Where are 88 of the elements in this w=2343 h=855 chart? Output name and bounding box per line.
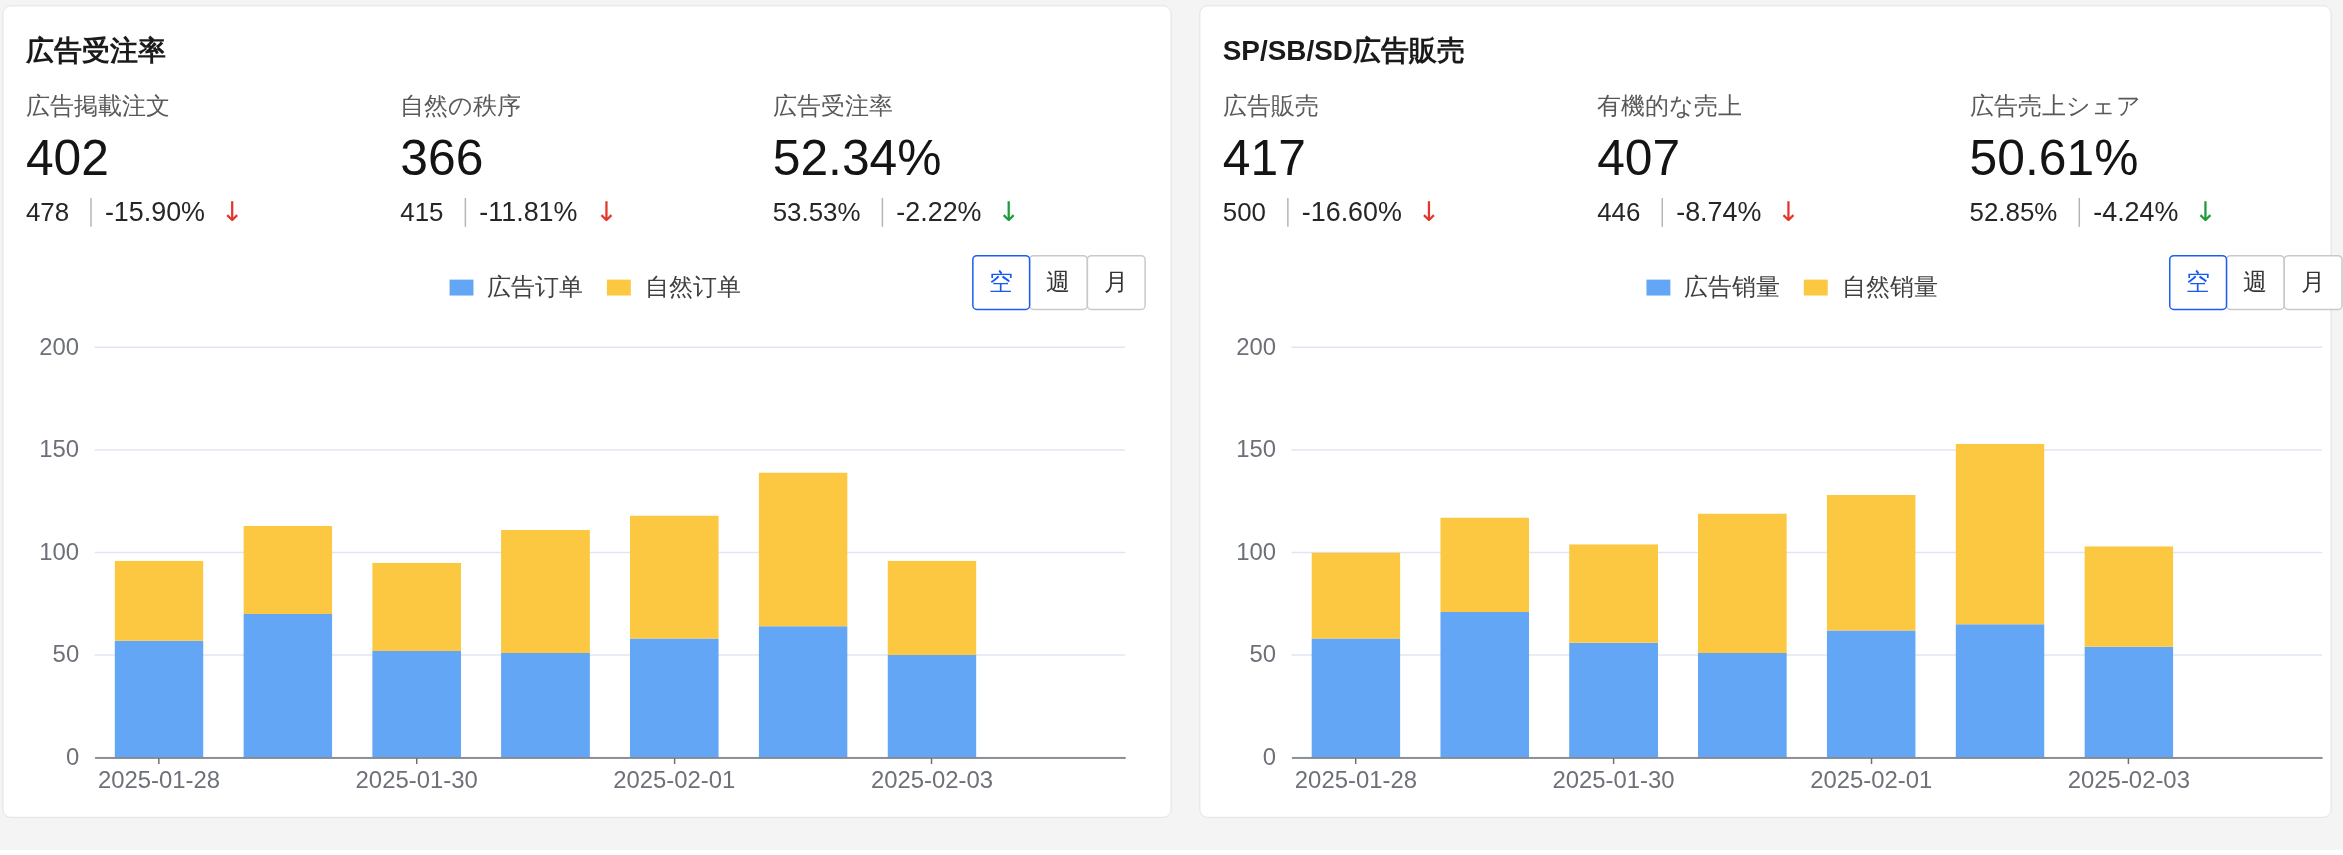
text: 50.61% xyxy=(1969,130,2139,187)
y-tick-label: 200 xyxy=(1236,332,1277,360)
text: 402 xyxy=(25,130,109,187)
y-tick-label: 200 xyxy=(39,332,80,360)
text: ↓ xyxy=(1417,195,1441,227)
text: -16.60% xyxy=(1301,196,1402,227)
x-tick-label: 2025-02-01 xyxy=(1810,765,1933,793)
legend-label: 広告订单 xyxy=(487,272,584,300)
text: 417 xyxy=(1222,130,1306,187)
x-tick-label: 2025-01-30 xyxy=(355,765,478,793)
text: 500 xyxy=(1222,197,1266,226)
text: 446 xyxy=(1597,197,1641,226)
bar xyxy=(1440,611,1530,758)
legend-label: 自然销量 xyxy=(1841,272,1938,300)
bar xyxy=(372,650,462,758)
bar xyxy=(114,560,204,641)
x-tick-label: 2025-02-03 xyxy=(2067,765,2190,793)
text: ↓ xyxy=(997,195,1020,227)
x-tick-label: 2025-01-28 xyxy=(97,765,221,793)
text: 52.85% xyxy=(1969,197,2058,226)
bar xyxy=(887,560,977,656)
y-tick-label: 100 xyxy=(1236,537,1277,565)
text: 空 xyxy=(989,267,1014,295)
y-tick-label: 100 xyxy=(39,537,80,565)
text: -15.90% xyxy=(104,196,206,227)
bar xyxy=(114,640,204,758)
bar xyxy=(1697,652,1787,758)
bar xyxy=(887,655,977,758)
y-tick-label: 150 xyxy=(1236,435,1277,463)
bar xyxy=(1826,630,1916,758)
text: ↓ xyxy=(220,195,244,227)
bar xyxy=(758,472,848,627)
text: 広告販売 xyxy=(1222,92,1319,120)
bar xyxy=(2084,646,2174,758)
bar xyxy=(1697,513,1787,653)
text: 自然の秩序 xyxy=(400,92,522,120)
bar xyxy=(501,529,590,653)
text: 有機的な売上 xyxy=(1597,92,1743,120)
bar xyxy=(629,638,719,758)
y-tick-label: 50 xyxy=(1249,640,1277,668)
text: 広告掲載注文 xyxy=(25,92,170,120)
x-tick-label: 2025-01-28 xyxy=(1294,765,1417,793)
text: 広告受注率 xyxy=(772,92,893,120)
x-tick-label: 2025-02-03 xyxy=(870,765,994,793)
text: 月 xyxy=(1104,267,1129,295)
bar xyxy=(243,525,333,614)
text: -11.81% xyxy=(479,196,578,227)
text: 広告売上シェア xyxy=(1969,92,2141,120)
bar xyxy=(1826,495,1916,631)
y-tick-label: 0 xyxy=(65,743,80,771)
text: 53.53% xyxy=(772,197,861,226)
text: 空 xyxy=(2186,267,2211,295)
text: ↓ xyxy=(595,195,618,227)
bar xyxy=(1440,517,1530,612)
bar xyxy=(758,626,848,758)
text: ↓ xyxy=(2194,195,2217,227)
x-tick-label: 2025-01-30 xyxy=(1552,765,1675,793)
text: -2.22% xyxy=(896,196,982,227)
text: 週 xyxy=(1046,267,1071,295)
bar xyxy=(1955,443,2045,625)
text: 366 xyxy=(400,130,484,187)
text: 407 xyxy=(1597,130,1681,187)
legend-label: 自然订单 xyxy=(644,272,741,300)
text: ↓ xyxy=(1777,195,1800,227)
text: 週 xyxy=(2243,267,2268,295)
bar xyxy=(1569,544,1658,643)
chart-title: 広告受注率 xyxy=(24,34,166,66)
bar xyxy=(1311,552,1401,639)
text: 478 xyxy=(25,197,70,226)
legend-label: 広告销量 xyxy=(1684,272,1781,300)
bar xyxy=(501,652,590,758)
bar xyxy=(1569,642,1658,758)
text: 52.34% xyxy=(772,130,942,187)
bar xyxy=(1955,624,2045,758)
chart-title: SP/SB/SD広告販売 xyxy=(1222,34,1465,66)
y-tick-label: 50 xyxy=(52,640,80,668)
y-tick-label: 150 xyxy=(39,435,80,463)
text: -4.24% xyxy=(2093,196,2179,227)
text: 415 xyxy=(400,197,444,226)
bar xyxy=(372,562,462,651)
y-tick-label: 0 xyxy=(1262,743,1277,771)
x-tick-label: 2025-02-01 xyxy=(613,765,736,793)
bar xyxy=(243,613,333,758)
text: -8.74% xyxy=(1676,196,1762,227)
text: 月 xyxy=(2301,267,2326,295)
bar xyxy=(2084,546,2174,647)
bar xyxy=(629,515,719,639)
bar xyxy=(1311,638,1401,758)
